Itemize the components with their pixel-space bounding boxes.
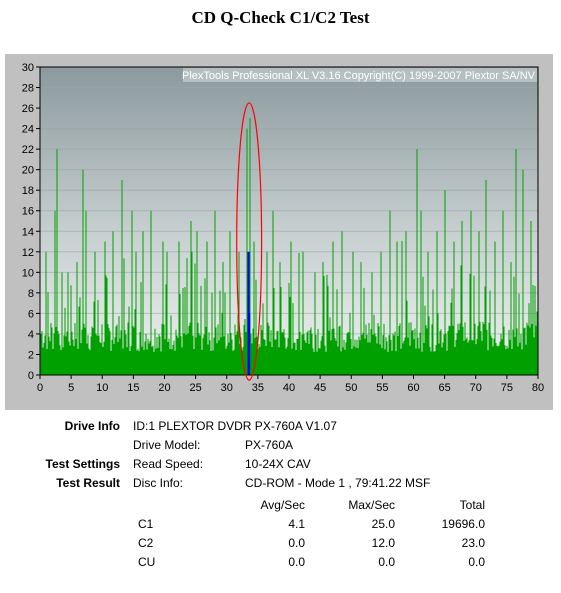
x-tick-label: 30 — [221, 382, 233, 394]
x-tick-label: 10 — [96, 382, 108, 394]
y-tick-label: 8 — [28, 288, 34, 300]
row-c2-avg: 0.0 — [288, 536, 305, 550]
x-tick-label: 60 — [407, 382, 419, 394]
y-tick-label: 18 — [22, 185, 34, 197]
x-tick-label: 70 — [470, 382, 482, 394]
drive-model-value: PX-760A — [245, 438, 294, 452]
x-tick-label: 15 — [127, 382, 139, 394]
test-settings-label: Test Settings — [45, 457, 120, 471]
drive-model-label: Drive Model: — [133, 438, 201, 452]
c1-c2-chart: 0 5 10 15 20 25 30 35 40 45 50 55 60 65 70 75 8002468101… — [22, 62, 544, 394]
drive-info-label: Drive Info — [64, 419, 120, 433]
drive-id: ID:1 PLEXTOR DVDR PX-760A V1.07 — [133, 419, 337, 433]
x-tick-label: 75 — [501, 382, 513, 394]
x-tick-label: 65 — [439, 382, 451, 394]
row-c2-name: C2 — [138, 536, 154, 550]
page-title: CD Q-Check C1/C2 Test — [191, 8, 370, 27]
watermark-text: PlexTools Professional XL V3.16 Copyrigh… — [182, 70, 536, 82]
y-tick-label: 6 — [28, 308, 34, 320]
x-tick-label: 45 — [314, 382, 326, 394]
read-speed-value: 10-24X CAV — [245, 457, 311, 471]
header-total: Total — [459, 498, 485, 512]
disc-info-label: Disc Info: — [133, 476, 184, 490]
row-c1-name: C1 — [138, 517, 154, 531]
y-tick-label: 20 — [22, 165, 34, 177]
y-tick-label: 4 — [28, 329, 34, 341]
chart-panel: 0 5 10 15 20 25 30 35 40 45 50 55 60 65 70 75 80 0 2 4 6 8 10 1… — [5, 54, 553, 410]
y-tick-label: 2 — [28, 349, 34, 361]
y-tick-label: 10 — [22, 267, 34, 279]
header-avg: Avg/Sec — [260, 498, 305, 512]
row-c2-total: 23.0 — [461, 536, 485, 550]
row-cu-total: 0.0 — [468, 555, 485, 569]
row-c1-max: 25.0 — [371, 517, 395, 531]
y-tick-label: 12 — [22, 247, 34, 259]
row-c1-avg: 4.1 — [288, 517, 305, 531]
y-tick-label: 24 — [22, 124, 34, 136]
y-tick-label: 30 — [22, 62, 34, 74]
disc-info-value: CD-ROM - Mode 1 , 79:41.22 MSF — [245, 476, 431, 490]
y-tick-label: 26 — [22, 103, 34, 115]
row-c2-max: 12.0 — [371, 536, 395, 550]
plot-frame — [39, 66, 539, 376]
x-tick-label: 35 — [252, 382, 264, 394]
row-cu-avg: 0.0 — [288, 555, 305, 569]
y-tick-label: 16 — [22, 206, 34, 218]
x-tick-label: 25 — [190, 382, 202, 394]
x-tick-label: 40 — [283, 382, 295, 394]
x-tick-label: 80 — [532, 382, 544, 394]
header-max: Max/Sec — [348, 498, 395, 512]
watermark-box — [183, 68, 537, 82]
y-tick-label: 14 — [22, 226, 34, 238]
row-cu-name: CU — [138, 555, 156, 569]
y-tick-label: 28 — [22, 83, 34, 95]
y-tick-label: 0 — [28, 370, 34, 382]
row-c1-total: 19696.0 — [441, 517, 485, 531]
test-result-label: Test Result — [56, 476, 120, 490]
x-tick-label: 20 — [158, 382, 170, 394]
highlight-ellipse — [236, 102, 263, 381]
x-tick-label: 50 — [345, 382, 357, 394]
read-speed-label: Read Speed: — [133, 457, 204, 471]
row-cu-max: 0.0 — [378, 555, 395, 569]
x-tick-label: 5 — [68, 382, 74, 394]
x-tick-label: 55 — [376, 382, 388, 394]
x-tick-label: 0 — [37, 382, 43, 394]
y-tick-label: 22 — [22, 144, 34, 156]
